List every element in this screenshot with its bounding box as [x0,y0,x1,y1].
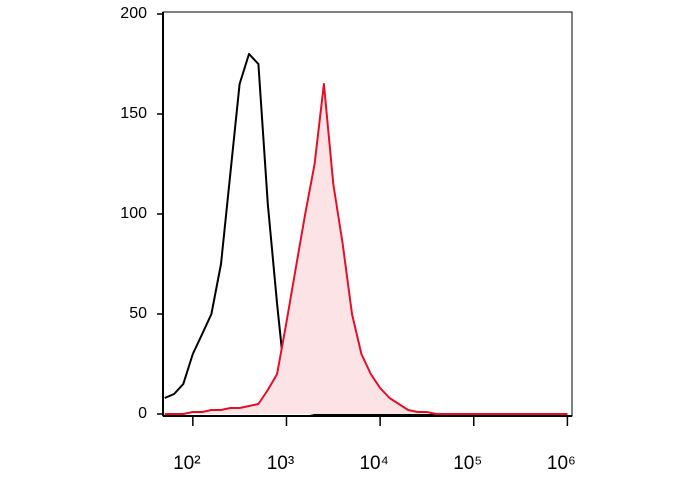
x-tick-label: 10⁵ [453,453,482,474]
x-tick-label: 10² [173,453,200,474]
y-tick-label: 150 [120,105,147,122]
line [164,53,568,415]
plot-frame [162,11,573,417]
x-tick-label: 10⁴ [359,453,388,474]
line [164,83,568,415]
y-tick-label: 50 [129,305,147,322]
y-tick-label: 100 [120,205,147,222]
y-tick-label: 0 [138,405,147,422]
x-tick-label: 10³ [267,453,294,474]
x-tick-label: 10⁶ [547,453,576,474]
y-tick-label: 200 [120,5,147,22]
